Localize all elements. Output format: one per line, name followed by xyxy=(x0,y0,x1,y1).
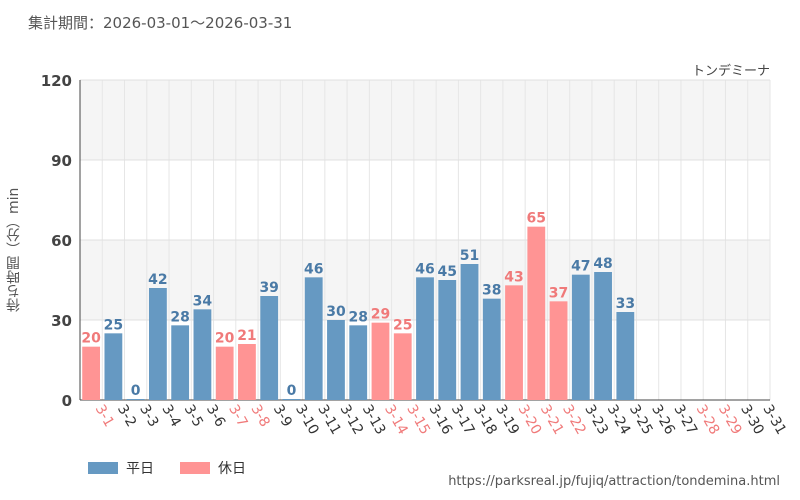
bar-3-21 xyxy=(527,226,546,400)
value-label-3-23: 47 xyxy=(571,259,590,275)
x-tick-label-3-31: 3-31 xyxy=(759,402,789,438)
bar-3-11 xyxy=(304,277,323,400)
bar-3-2 xyxy=(104,333,123,400)
bar-3-23 xyxy=(571,274,590,400)
value-label-3-2: 25 xyxy=(104,317,123,333)
bar-3-12 xyxy=(327,320,345,400)
bar-3-19 xyxy=(482,298,501,400)
bar-3-7 xyxy=(215,346,234,400)
source-url: https://parksreal.jp/fujiq/attraction/to… xyxy=(448,474,780,489)
legend-weekday-label: 平日 xyxy=(126,461,154,477)
value-label-3-17: 45 xyxy=(438,264,457,280)
bar-3-25 xyxy=(616,312,635,400)
bar-3-4 xyxy=(149,288,167,400)
background-band xyxy=(80,80,770,160)
legend-weekday: 平日 xyxy=(88,458,154,478)
value-label-3-18: 51 xyxy=(460,248,479,264)
value-label-3-24: 48 xyxy=(593,256,612,272)
value-label-3-13: 28 xyxy=(348,309,367,325)
attraction-name: トンデミーナ xyxy=(691,64,770,79)
value-label-3-21: 65 xyxy=(527,211,546,227)
value-label-3-6: 34 xyxy=(193,293,213,309)
bar-3-3 xyxy=(126,399,145,400)
y-tick-label: 60 xyxy=(51,232,72,250)
value-label-3-20: 43 xyxy=(504,269,523,285)
x-tick-label-3-6: 3-6 xyxy=(203,402,228,430)
bar-3-14 xyxy=(371,322,390,400)
background-band xyxy=(80,160,770,240)
bar-3-22 xyxy=(549,301,568,400)
x-tick-label-3-8: 3-8 xyxy=(247,402,272,430)
x-tick-label-3-3: 3-3 xyxy=(136,402,161,430)
value-label-3-10: 0 xyxy=(287,383,297,399)
legend-weekday-swatch xyxy=(88,462,118,474)
value-label-3-25: 33 xyxy=(616,296,635,312)
value-label-3-11: 46 xyxy=(304,261,323,277)
bar-3-10 xyxy=(282,399,301,400)
legend: 平日 休日 xyxy=(88,458,264,478)
x-tick-label-3-7: 3-7 xyxy=(225,402,250,430)
bar-3-5 xyxy=(171,325,190,400)
value-label-3-9: 39 xyxy=(259,280,278,296)
bar-3-18 xyxy=(460,264,479,400)
bar-3-13 xyxy=(349,325,368,400)
value-label-3-1: 20 xyxy=(81,331,101,347)
x-tick-label-3-5: 3-5 xyxy=(181,402,206,430)
bar-3-1 xyxy=(82,346,101,400)
bar-3-17 xyxy=(438,280,457,400)
value-label-3-7: 20 xyxy=(215,331,235,347)
y-tick-label: 0 xyxy=(62,392,72,410)
value-label-3-15: 25 xyxy=(393,317,412,333)
bar-3-8 xyxy=(238,344,256,400)
value-label-3-8: 21 xyxy=(237,328,256,344)
y-tick-label: 120 xyxy=(41,72,72,90)
value-label-3-4: 42 xyxy=(148,272,167,288)
bar-3-6 xyxy=(193,309,212,400)
value-label-3-16: 46 xyxy=(415,261,434,277)
bar-3-24 xyxy=(594,272,612,400)
legend-holiday-swatch xyxy=(180,462,210,474)
value-label-3-5: 28 xyxy=(170,309,189,325)
bar-3-20 xyxy=(505,285,523,400)
value-label-3-12: 30 xyxy=(326,304,346,320)
bar-3-15 xyxy=(393,333,412,400)
value-label-3-19: 38 xyxy=(482,283,501,299)
legend-holiday: 休日 xyxy=(180,458,246,478)
x-tick-label-3-1: 3-1 xyxy=(92,402,117,430)
period-label: 集計期間：2026-03-01～2026-03-31 xyxy=(28,14,293,32)
value-label-3-14: 29 xyxy=(371,307,390,323)
legend-holiday-label: 休日 xyxy=(218,461,246,477)
value-label-3-3: 0 xyxy=(131,383,141,399)
x-tick-label-3-4: 3-4 xyxy=(158,402,183,430)
value-label-3-22: 37 xyxy=(549,285,568,301)
bar-3-9 xyxy=(260,296,279,400)
bar-3-16 xyxy=(416,277,434,400)
y-tick-label: 30 xyxy=(51,312,72,330)
y-tick-label: 90 xyxy=(51,152,72,170)
x-tick-label-3-2: 3-2 xyxy=(114,402,139,430)
x-tick-label-3-9: 3-9 xyxy=(270,402,295,430)
